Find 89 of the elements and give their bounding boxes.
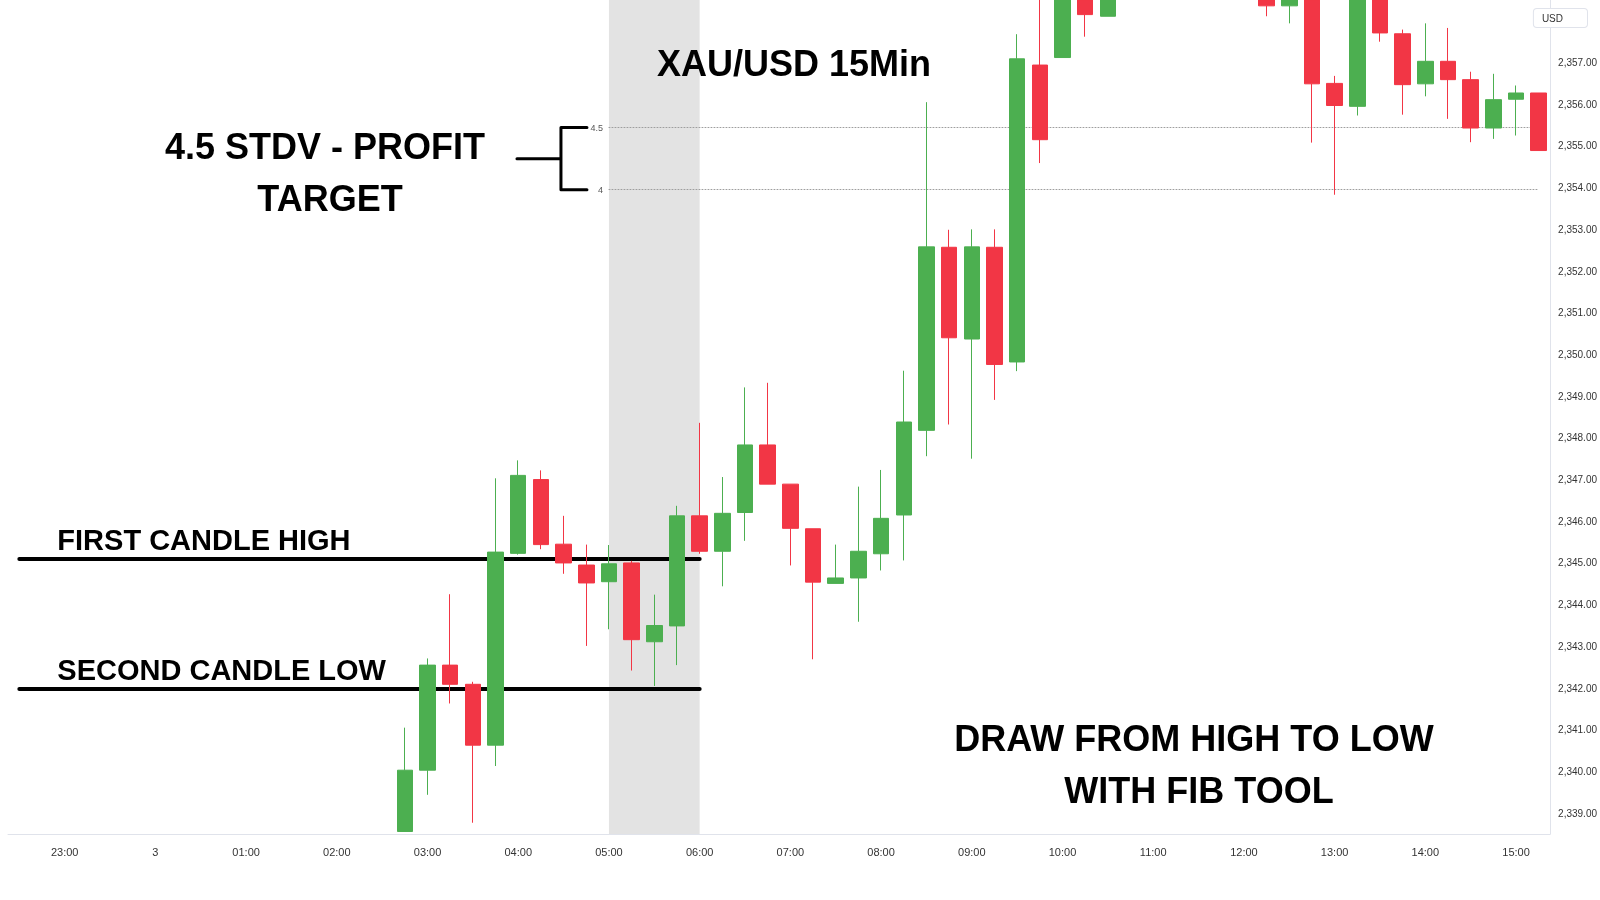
candlestick [397,727,413,832]
candlestick [1077,0,1093,38]
candlestick [1372,0,1388,43]
x-tick-label: 10:00 [1048,845,1077,858]
candlestick [1349,0,1366,117]
x-tick-label: 23:00 [50,845,79,858]
candlestick [419,657,436,796]
candlestick [850,486,867,623]
candlestick [510,459,526,556]
y-tick-label: 2,355.00 [1558,140,1598,152]
candlestick [601,544,617,630]
candlestick [1032,0,1048,164]
x-tick-label: 15:00 [1502,845,1530,858]
candlestick [555,515,572,575]
y-tick-label: 2,345.00 [1558,557,1598,569]
x-tick-label: 01:00 [232,845,260,858]
x-tick-label: 05:00 [595,845,623,858]
y-tick-label: 2,347.00 [1558,474,1598,486]
candlestick [986,228,1003,401]
candlestick [1304,0,1320,144]
y-tick-label: 2,357.00 [1558,57,1598,69]
candlestick [1394,29,1411,116]
candlestick [691,422,708,555]
annotation: 4.5 [590,122,603,133]
candlestick [827,544,844,584]
candlestick [487,477,504,767]
x-tick-label: 07:00 [776,845,805,858]
y-tick-label: 2,339.00 [1558,807,1598,819]
candlestick [442,593,458,704]
candlestick [1100,0,1116,17]
x-tick-label: 3 [152,845,159,858]
y-axis-title: USD [1541,12,1564,24]
y-tick-label: 2,353.00 [1558,223,1598,235]
candlestick [1530,92,1547,152]
candlestick [1054,0,1071,59]
y-tick-label: 2,350.00 [1558,348,1598,360]
y-tick-label: 2,356.00 [1558,98,1598,110]
candlestick [964,228,980,460]
y-tick-label: 2,354.00 [1558,182,1598,194]
x-tick-label: 14:00 [1411,845,1440,858]
x-tick-label: 08:00 [867,845,895,858]
candlestick [1462,71,1479,143]
candlestick [533,469,549,550]
annotation: DRAW FROM HIGH TO LOW WITH FIB TOOL [954,717,1444,811]
candlestick [1508,84,1524,137]
y-tick-label: 2,348.00 [1558,432,1598,444]
x-tick-label: 02:00 [323,845,351,858]
candlestick [805,528,821,660]
candlestick [669,505,685,666]
candlestick [941,229,957,426]
x-tick-label: 09:00 [958,845,986,858]
x-tick-label: 03:00 [413,845,442,858]
candlestick [1281,0,1298,24]
y-tick-label: 2,343.00 [1558,640,1598,652]
y-tick-label: 2,352.00 [1558,265,1598,277]
y-tick-label: 2,344.00 [1558,599,1598,611]
annotation: 4.5 STDV - PROFIT TARGET [164,125,496,219]
candlestick [782,483,799,566]
candlestick [896,370,912,561]
candlestick [1326,75,1343,196]
candlestick [759,382,776,485]
candlestick [1009,33,1025,372]
candlestick [646,594,663,687]
candlestick [1440,27,1456,120]
x-tick-label: 12:00 [1230,845,1258,858]
x-tick-label: 06:00 [685,845,714,858]
candlestick [737,386,753,542]
candlestick [1258,0,1275,17]
y-tick-label: 2,342.00 [1558,682,1598,694]
candlestick [918,101,935,457]
ref-line-label: SECOND CANDLE LOW [57,654,387,687]
text: XAU/USD 15Min [656,42,932,84]
y-tick-label: 2,341.00 [1558,724,1598,736]
candlestick [623,560,640,672]
x-tick-label: 04:00 [504,845,533,858]
candlestick [873,469,889,571]
y-tick-label: 2,346.00 [1558,515,1598,527]
y-tick-label: 2,349.00 [1558,390,1598,402]
ref-line-label: FIRST CANDLE HIGH [57,524,351,557]
y-tick-label: 2,351.00 [1558,307,1598,319]
candlestick [714,476,731,587]
candlestick [578,544,595,647]
candlestick [465,681,481,824]
candlestick [1417,22,1434,97]
x-tick-label: 11:00 [1139,845,1167,858]
x-tick-label: 13:00 [1320,845,1349,858]
candlestick [1485,73,1502,140]
y-tick-label: 2,340.00 [1558,765,1598,777]
annotation: 4 [597,184,603,195]
